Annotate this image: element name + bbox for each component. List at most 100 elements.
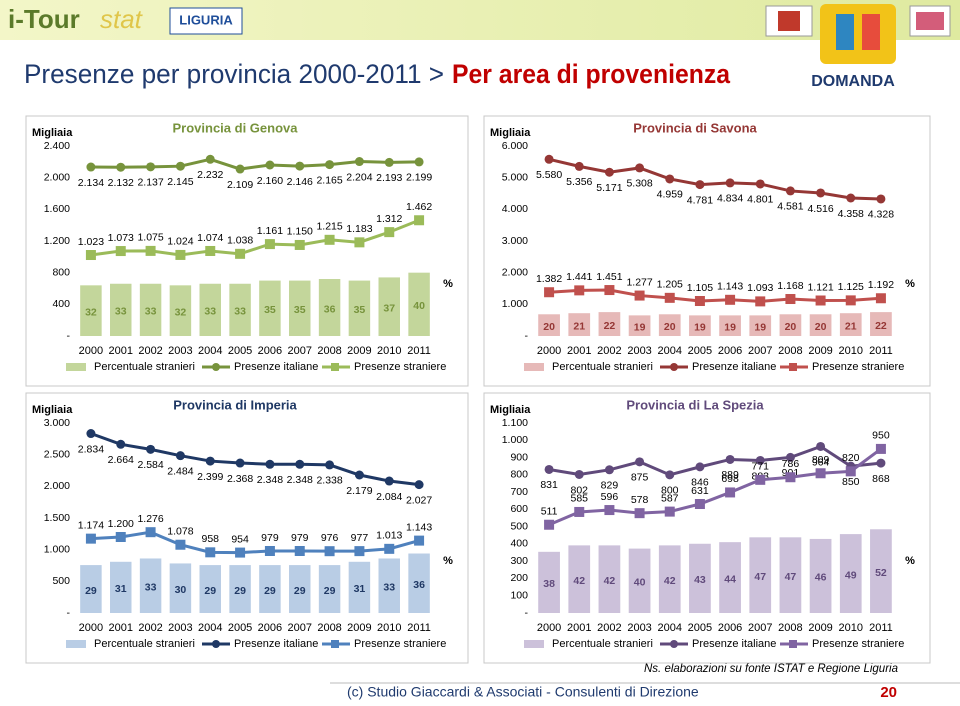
bar	[719, 542, 741, 613]
marker	[845, 295, 856, 306]
bar	[689, 315, 711, 336]
x-tick-label: 2006	[718, 345, 742, 357]
point-label: 2.137	[137, 177, 163, 189]
marker	[755, 179, 765, 189]
bar	[839, 313, 862, 336]
marker	[846, 193, 856, 203]
x-tick-label: 2004	[198, 345, 222, 357]
bar	[689, 543, 711, 613]
point-label: 2.348	[287, 474, 313, 486]
marker	[384, 543, 395, 554]
point-label: 958	[201, 533, 219, 545]
x-tick-label: 2001	[567, 622, 591, 634]
bar-label: 31	[354, 583, 366, 595]
line	[548, 444, 882, 477]
bar	[348, 561, 371, 613]
point-label: 1.150	[287, 226, 313, 238]
marker	[235, 248, 246, 259]
bar-label: 29	[294, 585, 306, 597]
bar	[259, 565, 281, 613]
point-label: 846	[691, 477, 709, 489]
point-label: 1.125	[838, 281, 864, 293]
point-label: 850	[842, 476, 860, 488]
x-tick-label: 2009	[808, 345, 832, 357]
bar-label: 20	[543, 321, 555, 333]
bar-label: 38	[543, 578, 555, 590]
x-tick-label: 2006	[258, 345, 282, 357]
marker	[695, 462, 705, 472]
marker	[694, 499, 705, 510]
marker	[265, 459, 275, 469]
y-tick-label: 3.000	[502, 235, 528, 247]
legend-label: Presenze italiane	[692, 361, 776, 373]
bar-label: 21	[573, 320, 585, 332]
point-label: 771	[751, 461, 769, 473]
bar	[408, 553, 430, 613]
y-tick-label: 2.500	[44, 448, 70, 460]
emblem-flag	[916, 12, 944, 30]
x-tick-label: 2007	[288, 345, 312, 357]
marker	[146, 444, 156, 454]
point-label: 1.451	[596, 271, 622, 283]
bar	[628, 548, 651, 613]
marker	[755, 455, 765, 465]
y-axis-label: Migliaia	[490, 404, 531, 416]
marker	[725, 294, 736, 305]
y-tick-label: 100	[510, 590, 528, 602]
y-tick-label: 2.400	[44, 140, 70, 152]
bar-label: 19	[724, 321, 736, 333]
x-tick-label: 2000	[79, 345, 103, 357]
line	[548, 288, 882, 303]
point-label: 1.168	[777, 280, 803, 292]
bar-label: 30	[175, 584, 187, 596]
point-label: 4.834	[717, 193, 743, 205]
bar-label: 43	[694, 574, 706, 586]
marker	[816, 188, 826, 198]
point-label: 4.581	[777, 201, 803, 213]
chart-title: Provincia di Imperia	[173, 397, 297, 412]
legend-swatch	[670, 640, 678, 648]
point-label: 2.027	[406, 494, 432, 506]
bar	[568, 545, 591, 613]
legend-swatch	[524, 640, 544, 648]
x-tick-label: 2010	[839, 622, 863, 634]
marker	[354, 157, 364, 167]
bar-label: 42	[573, 575, 585, 587]
marker	[845, 466, 856, 477]
y-tick-label: 6.000	[502, 140, 528, 152]
source-note: Ns. elaborazioni su fonte ISTAT e Region…	[644, 663, 898, 675]
bar	[199, 565, 221, 613]
bar	[80, 285, 102, 336]
bar-label: 20	[785, 321, 797, 333]
bar-label: 35	[264, 304, 276, 316]
point-label: 1.174	[78, 519, 104, 531]
point-label: 1.200	[108, 518, 134, 530]
point-label: 4.358	[838, 208, 864, 220]
point-label: 578	[631, 494, 649, 506]
bar	[289, 280, 311, 336]
point-label: 511	[541, 506, 558, 518]
point-label: 2.160	[257, 175, 283, 187]
point-label: 2.368	[227, 473, 253, 485]
marker	[694, 296, 705, 307]
marker	[755, 474, 766, 485]
section-label: DOMANDA	[811, 73, 895, 90]
bar-label: 33	[204, 306, 216, 318]
point-label: 1.215	[316, 221, 342, 233]
marker	[604, 285, 615, 296]
marker	[86, 162, 96, 172]
point-label: 2.664	[108, 454, 134, 466]
point-label: 2.584	[137, 459, 163, 471]
marker	[544, 154, 554, 164]
x-tick-label: 2007	[748, 622, 772, 634]
bar-label: 47	[754, 571, 766, 583]
marker	[785, 294, 796, 305]
point-label: 2.232	[197, 169, 223, 181]
legend-swatch	[789, 363, 797, 371]
chart-title: Provincia di Genova	[173, 120, 299, 135]
bar	[229, 565, 251, 613]
point-label: 1.023	[78, 236, 104, 248]
point-label: 1.276	[137, 513, 163, 525]
bar	[779, 537, 802, 613]
